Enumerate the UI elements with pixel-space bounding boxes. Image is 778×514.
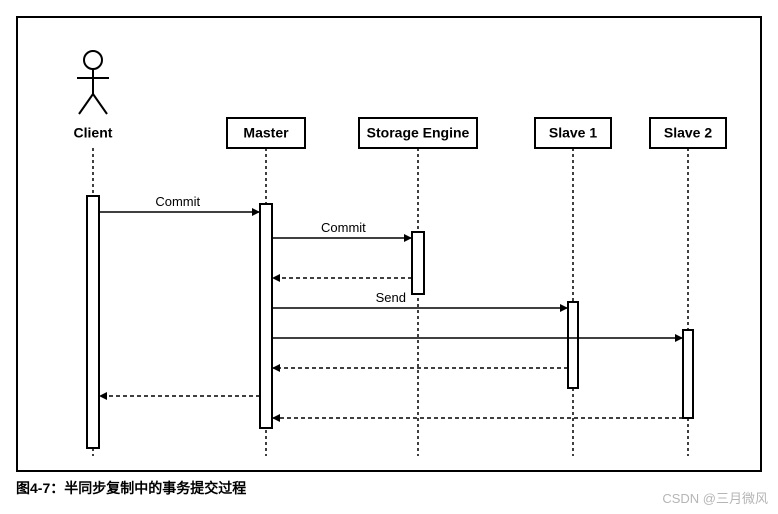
participant-label-client: Client bbox=[74, 125, 113, 141]
participant-label-master: Master bbox=[243, 125, 289, 141]
activation-slave2 bbox=[683, 330, 693, 418]
message-label: Commit bbox=[155, 194, 200, 209]
diagram-frame: Client Master Storage Engine Slave 1 Slave 2… bbox=[16, 16, 762, 472]
activation-client bbox=[87, 196, 99, 448]
figure-caption: 图4-7：半同步复制中的事务提交过程 bbox=[16, 478, 762, 498]
actor-head-icon bbox=[84, 51, 102, 69]
activation-master bbox=[260, 204, 272, 428]
participant-label-slave2: Slave 2 bbox=[664, 125, 712, 141]
participant-label-slave1: Slave 1 bbox=[549, 125, 597, 141]
participant-label-storage: Storage Engine bbox=[367, 125, 470, 141]
activation-storage bbox=[412, 232, 424, 294]
message-label: Commit bbox=[321, 220, 366, 235]
sequence-diagram: Client Master Storage Engine Slave 1 Slave 2… bbox=[18, 18, 764, 470]
message-label: Send bbox=[376, 290, 406, 305]
watermark-text: CSDN @三月微风 bbox=[662, 488, 768, 507]
actor-leg-left bbox=[79, 94, 93, 114]
activation-slave1 bbox=[568, 302, 578, 388]
actor-leg-right bbox=[93, 94, 107, 114]
